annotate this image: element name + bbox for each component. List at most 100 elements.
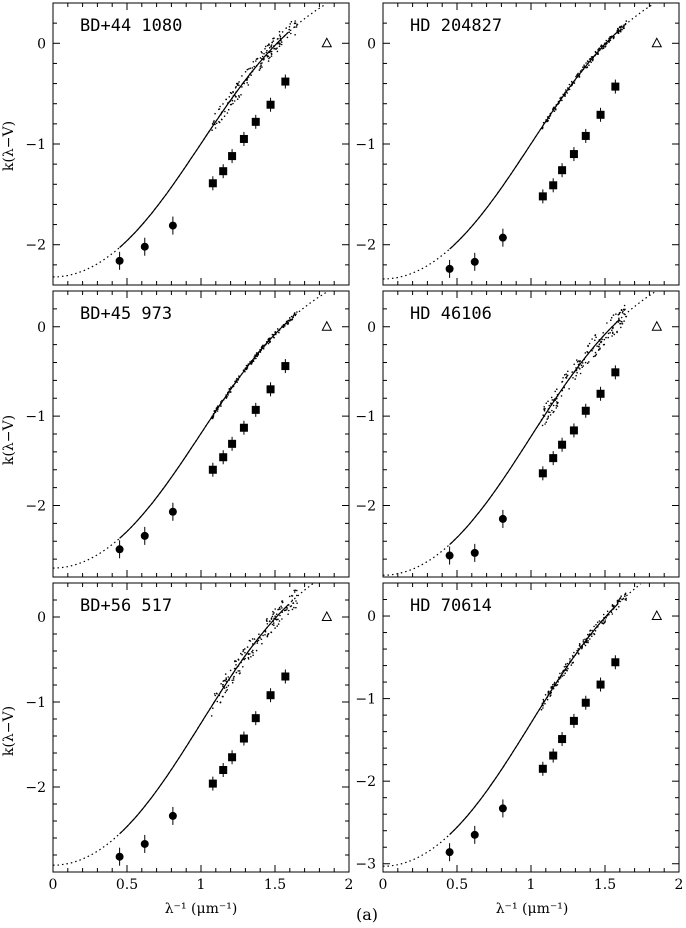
spectral-point bbox=[277, 41, 280, 43]
spectral-point bbox=[221, 399, 223, 402]
spectral-point bbox=[252, 649, 254, 652]
spectral-point bbox=[290, 315, 293, 318]
model-curve-dotted bbox=[53, 3, 326, 278]
spectral-point bbox=[594, 334, 596, 337]
spectral-point bbox=[268, 339, 270, 342]
spectral-point bbox=[234, 382, 236, 385]
spectral-point bbox=[564, 663, 567, 665]
spectral-point bbox=[587, 344, 589, 347]
spectral-point bbox=[263, 346, 265, 348]
spectral-point bbox=[605, 39, 608, 42]
spectral-point bbox=[590, 61, 592, 64]
y-tick-label: 0 bbox=[37, 36, 46, 52]
spectral-point bbox=[242, 650, 244, 653]
spectral-point bbox=[218, 121, 221, 124]
spectral-point bbox=[575, 374, 577, 377]
spectral-point bbox=[609, 332, 611, 334]
spectral-point bbox=[264, 634, 266, 636]
x-tick-label: 0 bbox=[49, 877, 58, 893]
spectral-point bbox=[624, 308, 626, 311]
photometry-square bbox=[239, 734, 248, 743]
photometry-square bbox=[228, 753, 237, 762]
spectral-point bbox=[605, 616, 607, 619]
spectral-point bbox=[289, 23, 292, 25]
spectral-point bbox=[226, 689, 229, 691]
spectral-point bbox=[225, 394, 227, 396]
spectral-point bbox=[561, 99, 563, 102]
spectral-point bbox=[621, 321, 623, 323]
photometry-square bbox=[549, 454, 558, 463]
spectral-point bbox=[556, 402, 559, 405]
photometry-square bbox=[581, 131, 590, 140]
spectral-point bbox=[588, 633, 591, 636]
spectral-point bbox=[620, 326, 622, 329]
spectral-point bbox=[290, 605, 293, 607]
spectral-point bbox=[292, 314, 295, 317]
spectral-point bbox=[211, 129, 213, 131]
spectral-point bbox=[562, 670, 564, 673]
spectral-point bbox=[288, 319, 290, 322]
spectral-point bbox=[278, 608, 280, 610]
y-tick-label: −2 bbox=[25, 499, 46, 515]
spectral-point bbox=[288, 26, 291, 28]
spectral-point bbox=[238, 670, 241, 672]
panel-4: −2 −1 0 HD 46106 bbox=[355, 290, 680, 578]
spectral-point bbox=[542, 121, 545, 124]
spectral-point bbox=[255, 58, 258, 60]
spectral-point bbox=[263, 344, 266, 347]
spectral-point bbox=[217, 408, 219, 410]
spectral-point bbox=[228, 391, 230, 394]
spectral-point bbox=[232, 672, 234, 675]
spectral-point bbox=[281, 618, 283, 620]
spectral-point bbox=[232, 679, 235, 681]
spectral-point bbox=[239, 672, 241, 674]
spectral-point bbox=[294, 22, 297, 25]
spectral-point bbox=[617, 313, 620, 316]
spectral-point bbox=[220, 113, 222, 116]
spectral-point bbox=[293, 313, 296, 316]
photometry-square bbox=[538, 469, 547, 478]
photometry-square bbox=[219, 167, 228, 176]
y-tick-label: −1 bbox=[25, 409, 46, 425]
x-tick-label: 0.5 bbox=[116, 877, 138, 893]
spectral-point bbox=[217, 405, 219, 407]
spectral-point bbox=[621, 598, 624, 601]
panel-title: BD+56 517 bbox=[80, 596, 172, 616]
spectral-point bbox=[296, 311, 298, 313]
spectral-point bbox=[241, 653, 243, 656]
spectral-point bbox=[269, 56, 271, 59]
spectral-point bbox=[288, 28, 291, 31]
photometry-square bbox=[538, 764, 547, 773]
spectral-point bbox=[554, 390, 556, 393]
spectral-point bbox=[236, 377, 238, 380]
spectral-point bbox=[583, 643, 586, 645]
spectral-point bbox=[294, 20, 297, 22]
spectral-point bbox=[618, 606, 620, 608]
spectral-point bbox=[288, 31, 291, 33]
spectral-point bbox=[583, 65, 586, 68]
spectral-point bbox=[598, 339, 601, 341]
spectral-point bbox=[603, 43, 606, 45]
spectral-point bbox=[286, 36, 289, 39]
spectral-point bbox=[541, 127, 543, 129]
spectral-point bbox=[216, 410, 219, 412]
spectral-point bbox=[566, 662, 569, 665]
panel-1: −2 −1 0 BD+44 1080 bbox=[25, 2, 350, 286]
spectral-point bbox=[265, 51, 268, 54]
spectral-point bbox=[292, 316, 295, 319]
spectral-point bbox=[295, 606, 297, 609]
spectral-point bbox=[233, 100, 236, 102]
photometry-square bbox=[228, 152, 237, 161]
spectral-point bbox=[549, 411, 551, 414]
spectral-point bbox=[611, 335, 613, 337]
photometry-square bbox=[538, 192, 547, 201]
spectral-point bbox=[618, 318, 620, 321]
spectral-point bbox=[582, 365, 585, 367]
spectral-point bbox=[238, 81, 240, 83]
photometry-square bbox=[569, 150, 578, 159]
spectral-point bbox=[229, 91, 232, 94]
spectral-point bbox=[568, 88, 571, 91]
spectral-point bbox=[277, 37, 279, 40]
y-tick-label: −1 bbox=[355, 692, 376, 708]
spectral-point bbox=[619, 28, 622, 30]
